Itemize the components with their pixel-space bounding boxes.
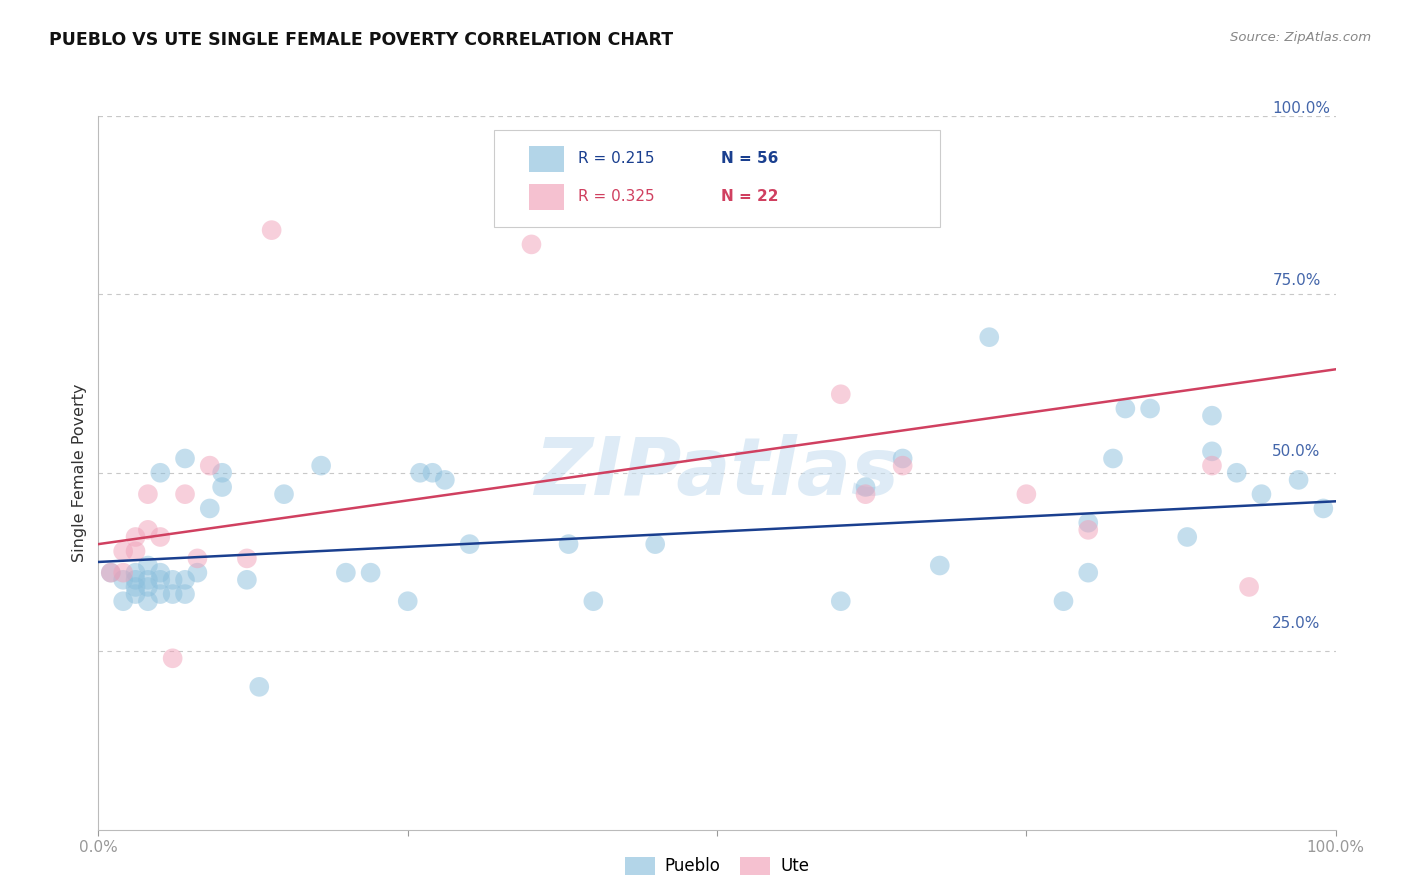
Point: [176, 540, 198, 554]
Point: [318, 210, 340, 224]
Point: [307, 649, 329, 664]
Point: [1015, 567, 1038, 582]
Point: [240, 464, 263, 478]
Point: [655, 512, 678, 526]
Point: [208, 567, 231, 582]
Point: [447, 443, 470, 458]
Point: [208, 546, 231, 561]
Point: [1144, 423, 1167, 437]
Point: [197, 540, 219, 554]
Point: [1222, 450, 1244, 465]
Y-axis label: Single Female Poverty: Single Female Poverty: [72, 361, 87, 540]
Text: N = 22: N = 22: [724, 178, 782, 193]
Point: [818, 567, 841, 582]
Point: [295, 546, 318, 561]
Point: [1167, 443, 1189, 458]
Point: [981, 464, 1004, 478]
Point: [1178, 553, 1201, 567]
Point: [360, 436, 382, 450]
Point: [458, 443, 481, 458]
Point: [252, 525, 274, 540]
Point: [905, 533, 928, 547]
Point: [263, 436, 285, 450]
Point: [252, 540, 274, 554]
Point: [1123, 505, 1146, 519]
Point: [873, 430, 896, 444]
Point: [295, 525, 318, 540]
Point: [1144, 436, 1167, 450]
Point: [546, 224, 568, 238]
Point: [405, 540, 427, 554]
Point: [197, 505, 219, 519]
Point: [219, 443, 242, 458]
Point: [208, 464, 231, 478]
Point: [1036, 491, 1059, 506]
FancyBboxPatch shape: [555, 136, 585, 161]
Point: [1189, 464, 1212, 478]
Point: [263, 478, 285, 492]
Point: [186, 519, 209, 533]
Text: R = 0.325: R = 0.325: [599, 178, 675, 193]
Point: [186, 546, 209, 561]
Point: [219, 546, 242, 561]
Point: [841, 457, 863, 471]
Point: [197, 553, 219, 567]
Point: [1069, 382, 1091, 396]
Point: [231, 560, 253, 574]
Point: [176, 540, 198, 554]
Point: [219, 505, 242, 519]
Text: PUEBLO VS UTE SINGLE FEMALE POVERTY CORRELATION CHART: PUEBLO VS UTE SINGLE FEMALE POVERTY CORR…: [49, 31, 673, 49]
Point: [219, 540, 242, 554]
Point: [240, 546, 263, 561]
Point: [841, 464, 863, 478]
Point: [437, 567, 460, 582]
Point: [197, 560, 219, 574]
Point: [197, 519, 219, 533]
Text: Source: ZipAtlas.com: Source: ZipAtlas.com: [1230, 31, 1371, 45]
Point: [186, 540, 209, 554]
Point: [1036, 540, 1059, 554]
Point: [231, 546, 253, 561]
Point: [274, 457, 297, 471]
FancyBboxPatch shape: [524, 120, 917, 213]
FancyBboxPatch shape: [555, 172, 585, 197]
Point: [231, 622, 253, 636]
Point: [382, 540, 405, 554]
Point: [328, 464, 350, 478]
Point: [208, 553, 231, 567]
Point: [818, 368, 841, 382]
Point: [600, 567, 623, 582]
Point: [240, 560, 263, 574]
Point: [492, 512, 515, 526]
Point: [208, 499, 231, 513]
Text: R = 0.215: R = 0.215: [599, 141, 675, 156]
Text: ZIPatlas: ZIPatlas: [538, 411, 903, 490]
Legend: Pueblo, Ute: Pueblo, Ute: [621, 812, 820, 844]
Point: [186, 567, 209, 582]
Point: [949, 313, 972, 327]
Point: [208, 533, 231, 547]
Point: [1144, 388, 1167, 402]
Point: [1243, 478, 1265, 492]
Point: [197, 546, 219, 561]
Point: [1036, 499, 1059, 513]
Point: [240, 430, 263, 444]
Point: [470, 450, 492, 465]
Point: [1091, 382, 1114, 396]
Point: [1057, 430, 1080, 444]
Point: [219, 560, 242, 574]
Point: [579, 512, 602, 526]
Point: [873, 436, 896, 450]
Point: [274, 443, 297, 458]
Text: N = 56: N = 56: [724, 141, 782, 156]
